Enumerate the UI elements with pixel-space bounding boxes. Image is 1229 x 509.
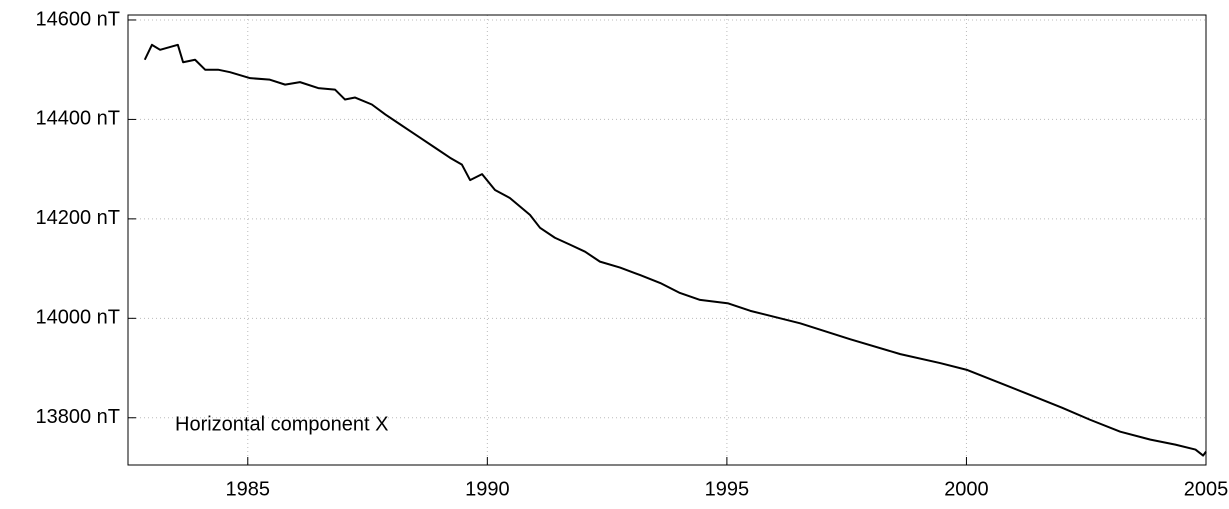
data-line	[143, 43, 1207, 457]
annotation: Horizontal component X	[175, 413, 388, 435]
x-tick-label: 1990	[465, 478, 510, 500]
x-tick-label: 2000	[944, 478, 989, 500]
y-tick-label: 14400 nT	[35, 108, 120, 130]
plot-frame	[127, 14, 1207, 466]
y-tick-label: 14200 nT	[35, 207, 120, 229]
y-tick-label: 13800 nT	[35, 406, 120, 428]
x-tick-label: 1985	[226, 478, 271, 500]
y-tick-label: 14000 nT	[35, 307, 120, 329]
x-tick-label: 1995	[705, 478, 750, 500]
y-tick-label: 14600 nT	[35, 8, 120, 30]
x-tick-label: 2005	[1184, 478, 1229, 500]
